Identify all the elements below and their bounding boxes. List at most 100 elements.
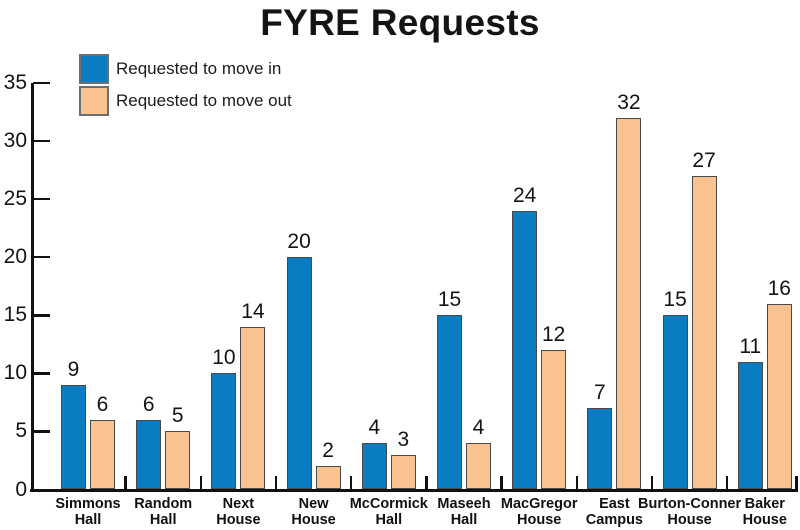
bar-move-in [211,373,237,490]
legend-item-move-in: Requested to move in [79,53,292,84]
legend-item-move-out: Requested to move out [79,85,292,116]
legend-swatch-move-in [79,53,109,84]
bar-value-label: 14 [241,299,265,323]
bar-value-label: 7 [594,381,606,405]
y-tick [33,372,50,375]
category-label: East Campus [544,496,684,528]
y-tick-label: 0 [15,477,27,501]
category-label-line: Hall [450,512,478,528]
category-label-line: MacGregor [500,496,578,512]
category-label: McCormick Hall [319,496,459,528]
y-tick [33,197,50,201]
legend-label-move-out: Requested to move out [116,90,292,110]
category-label: Next House [168,496,308,528]
category-label-line: Maseeh [437,496,491,512]
bar-value-label: 12 [542,323,566,347]
category-label-line: Next [222,496,255,512]
y-tick [33,430,50,433]
x-tick [199,475,203,490]
bar-value-label: 4 [472,416,485,440]
bar-value-label: 6 [142,392,155,416]
x-axis [30,488,798,492]
category-label-line: Baker [744,496,785,512]
category-label-line: New [298,496,329,512]
bar-move-in [512,210,538,490]
x-tick [650,475,654,490]
bar-value-label: 2 [322,439,334,463]
y-tick [33,81,50,85]
bar-move-out [766,303,792,490]
bar-move-in [361,443,387,490]
bar-value-label: 11 [739,334,762,358]
bar-move-out [315,466,341,490]
x-tick [274,475,278,490]
bar-value-label: 9 [67,357,80,381]
category-label: New House [244,496,384,528]
category-label-line: East [599,496,630,512]
bar-value-label: 24 [513,183,537,207]
category-label-line: House [517,512,562,528]
bar-move-out [616,117,642,490]
category-label-line: Hall [74,512,102,528]
x-tick [575,475,579,490]
y-tick [33,255,50,259]
y-tick-label: 30 [3,129,27,153]
bar-move-in [587,408,613,490]
x-tick [500,475,503,490]
bar-move-out [466,443,491,490]
bar-value-label: 27 [692,148,716,172]
category-label-line: House [216,512,261,528]
bar-move-in [61,384,86,490]
category-label: Burton-Conner House [620,496,760,528]
legend-swatch-move-out [79,85,109,116]
category-label-line: House [291,512,336,528]
bar-move-out [691,175,717,490]
bar-value-label: 15 [663,288,687,312]
bar-value-label: 15 [437,288,462,312]
bar-move-in [437,315,462,490]
category-label-line: Hall [149,512,177,528]
y-axis [30,83,34,492]
x-tick [425,475,428,490]
category-label-line: Simmons [55,496,121,512]
y-tick-label: 10 [3,361,27,385]
category-label-line: Campus [585,512,643,528]
bar-value-label: 3 [397,427,410,451]
y-tick [33,139,50,143]
bar-move-out [541,350,567,490]
x-tick [349,475,353,490]
bar-move-in [737,361,763,490]
category-label-line: McCormick [349,496,428,512]
y-tick-label: 35 [3,71,27,94]
category-label-line: House [742,512,787,528]
y-tick-label: 20 [3,245,27,269]
category-label-line: Random [134,496,193,512]
category-label-line: Hall [375,512,403,528]
category-label: Simmons Hall [18,496,158,528]
bar-value-label: 16 [767,276,791,300]
bar-move-out [240,326,266,490]
bar-move-out [390,454,416,490]
category-label: Maseeh Hall [394,496,534,528]
bar-move-in [136,419,162,490]
bar-move-out [165,431,191,490]
x-tick-end [795,475,798,490]
bar-value-label: 6 [96,392,109,416]
bar-value-label: 20 [287,230,311,254]
bar-move-in [662,315,688,490]
y-tick-label: 25 [3,187,27,211]
category-label: Random Hall [93,496,233,528]
bar-value-label: 5 [171,404,184,428]
x-tick [124,475,127,490]
bar-value-label: 10 [212,346,236,370]
category-label-line: Burton-Conner [638,496,742,512]
legend: Requested to move in Requested to move o… [79,53,292,118]
category-label: Baker House [695,496,800,528]
chart-title: FYRE Requests [260,2,540,43]
y-tick [33,314,50,317]
category-label-line: House [667,512,712,528]
legend-label-move-in: Requested to move in [116,58,282,78]
y-tick-label: 5 [15,419,27,443]
